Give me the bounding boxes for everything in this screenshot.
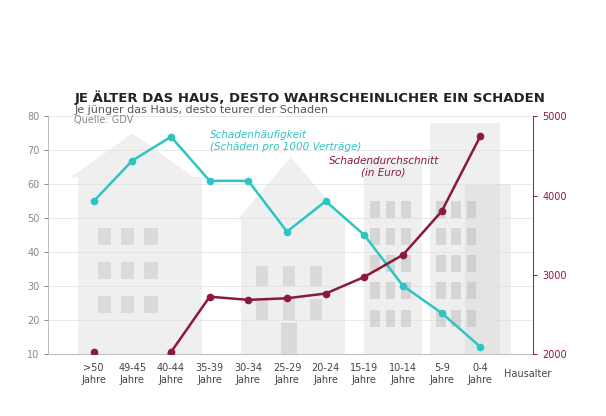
Bar: [310, 300, 322, 320]
Text: Hausalter: Hausalter: [504, 369, 551, 379]
Bar: [467, 310, 476, 327]
Bar: [401, 228, 411, 245]
Bar: [401, 282, 411, 300]
Bar: [430, 123, 499, 354]
Bar: [467, 255, 476, 272]
Bar: [370, 255, 380, 272]
Bar: [436, 310, 445, 327]
Bar: [144, 228, 158, 245]
Bar: [256, 300, 268, 320]
Bar: [385, 282, 395, 300]
Bar: [436, 282, 445, 300]
Polygon shape: [239, 157, 343, 218]
Bar: [401, 310, 411, 327]
Bar: [370, 228, 380, 245]
Bar: [98, 296, 111, 313]
Bar: [451, 228, 461, 245]
Bar: [467, 282, 476, 300]
Bar: [78, 178, 202, 354]
Bar: [451, 310, 461, 327]
Bar: [281, 323, 297, 354]
Bar: [401, 201, 411, 218]
Bar: [370, 310, 380, 327]
Bar: [401, 255, 411, 272]
Bar: [385, 228, 395, 245]
Bar: [370, 201, 380, 218]
Bar: [256, 265, 268, 286]
Bar: [370, 282, 380, 300]
Text: Schadendurchschnitt
(in Euro): Schadendurchschnitt (in Euro): [328, 156, 439, 178]
Bar: [98, 228, 111, 245]
Bar: [121, 296, 135, 313]
Bar: [467, 228, 476, 245]
Bar: [436, 228, 445, 245]
Bar: [283, 265, 295, 286]
Bar: [241, 218, 345, 354]
Text: Je jünger das Haus, desto teurer der Schaden: Je jünger das Haus, desto teurer der Sch…: [75, 105, 328, 115]
Text: JE ÄLTER DAS HAUS, DESTO WAHRSCHEINLICHER EIN SCHADEN: JE ÄLTER DAS HAUS, DESTO WAHRSCHEINLICHE…: [75, 90, 545, 105]
Polygon shape: [70, 134, 195, 178]
Bar: [385, 255, 395, 272]
Bar: [385, 201, 395, 218]
Bar: [436, 201, 445, 218]
Bar: [451, 255, 461, 272]
Bar: [144, 262, 158, 279]
Text: Quelle: GDV: Quelle: GDV: [75, 115, 134, 125]
Text: Schadenhäufigkeit
(Schäden pro 1000 Verträge): Schadenhäufigkeit (Schäden pro 1000 Vert…: [210, 130, 361, 151]
Bar: [451, 282, 461, 300]
Bar: [310, 265, 322, 286]
Bar: [467, 201, 476, 218]
Bar: [451, 201, 461, 218]
Bar: [98, 262, 111, 279]
Bar: [283, 300, 295, 320]
Bar: [385, 310, 395, 327]
Bar: [364, 157, 422, 354]
Bar: [436, 255, 445, 272]
Bar: [121, 228, 135, 245]
Bar: [465, 184, 511, 354]
Bar: [121, 262, 135, 279]
Bar: [144, 296, 158, 313]
